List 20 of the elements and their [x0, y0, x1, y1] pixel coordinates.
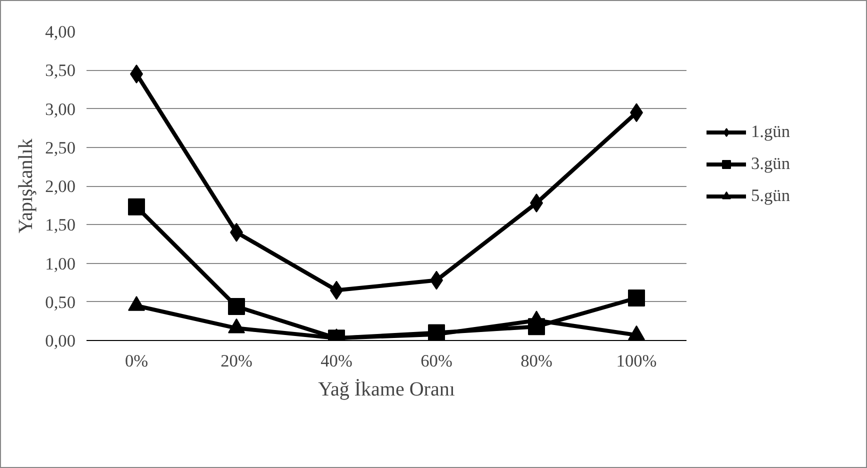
x-tick-label: 0%	[124, 352, 148, 370]
x-axis-title: Yağ İkame Oranı	[318, 378, 456, 400]
x-tick-label: 40%	[320, 352, 352, 370]
y-tick-label: 1,00	[45, 254, 76, 274]
y-tick-label: 0,50	[45, 292, 76, 312]
legend-label: 1.gün	[751, 122, 790, 142]
legend-label: 5.gün	[751, 186, 790, 206]
x-tick-label: 100%	[616, 352, 657, 370]
x-tick-label: 60%	[420, 352, 452, 370]
y-tick-label: 2,00	[45, 177, 76, 196]
y-tick-label: 3,00	[45, 100, 76, 119]
x-tick-label: 80%	[520, 352, 552, 370]
y-tick-label: 2,50	[45, 138, 76, 158]
legend-label: 3.gün	[751, 154, 790, 174]
y-tick-label: 3,50	[45, 61, 76, 80]
y-tick-label: 4,00	[45, 22, 76, 42]
x-tick-label: 20%	[220, 352, 252, 370]
y-tick-label: 1,50	[45, 216, 76, 235]
y-axis-title: Yapışkanlık	[15, 138, 38, 234]
y-tick-label: 0,00	[45, 332, 76, 350]
